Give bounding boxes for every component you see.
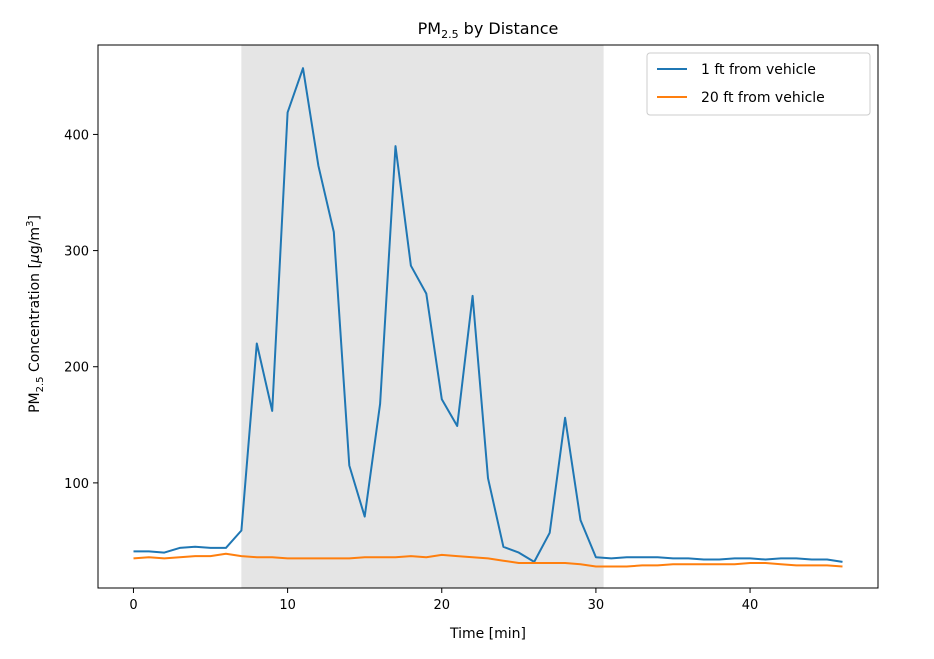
plot-area: 0 10 20 30 40 100 200 300 400 (64, 44, 879, 613)
y-tick-label: 400 (64, 128, 89, 143)
plot-frame (97, 44, 879, 589)
y-axis-label: PM2.5 Concentration [μg/m3] (25, 215, 46, 413)
x-tick-label: 40 (742, 598, 759, 613)
legend-label-1: 1 ft from vehicle (701, 62, 816, 78)
y-tick-label: 100 (64, 477, 89, 492)
legend-box (646, 52, 871, 116)
x-tick-label: 30 (588, 598, 605, 613)
x-tick-label: 0 (129, 598, 137, 613)
x-tick-label: 10 (279, 598, 296, 613)
shaded-region (241, 45, 604, 588)
series-line-2 (133, 552, 843, 568)
legend: 1 ft from vehicle 20 ft from vehicle (646, 52, 871, 116)
x-tick-label: 20 (433, 598, 450, 613)
chart-title: PM2.5 by Distance (418, 19, 559, 41)
legend-label-2: 20 ft from vehicle (701, 90, 825, 106)
x-axis-label: Time [min] (449, 626, 526, 642)
y-tick-label: 300 (64, 245, 89, 260)
series-line-1 (133, 67, 843, 563)
y-tick-label: 200 (64, 361, 89, 376)
